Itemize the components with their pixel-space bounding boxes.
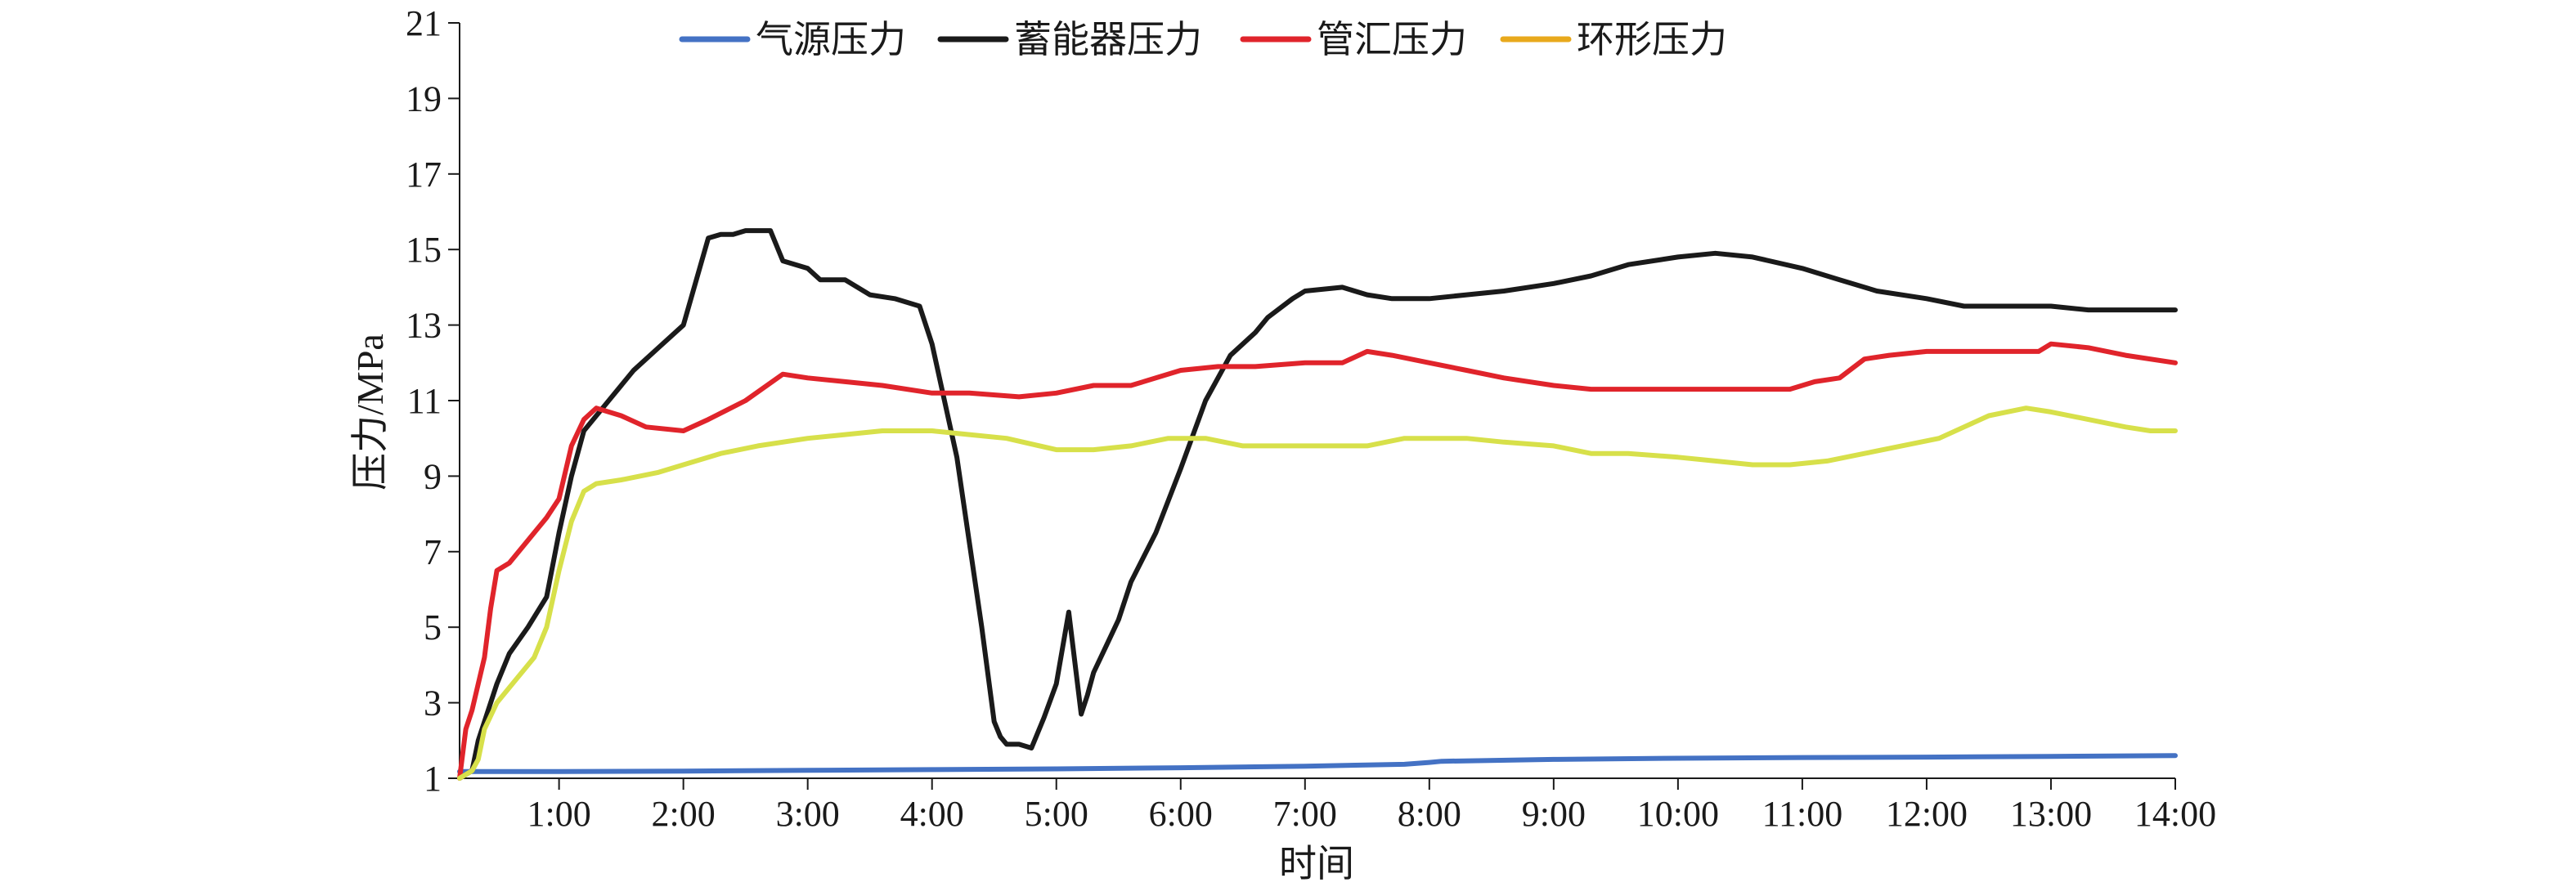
y-tick-label: 7 [424,532,442,572]
legend-label-3: 环形压力 [1577,17,1727,61]
x-axis-ticks: 1:00 2:00 3:00 4:00 5:00 6:00 7:00 8:00 9:00 10:0… [527,778,2216,834]
series-line-3 [457,405,2178,781]
x-tick-label: 3:00 [776,794,840,834]
y-tick-label: 17 [406,155,442,195]
series-line-1 [457,228,2178,781]
x-tick-label: 7:00 [1273,794,1337,834]
y-tick-label: 1 [424,759,442,799]
x-tick-label: 14:00 [2134,794,2216,834]
x-tick-label: 11:00 [1762,794,1843,834]
legend-label-2: 管汇压力 [1317,17,1467,61]
x-axis-title: 时间 [1279,843,1354,885]
x-tick-label: 9:00 [1522,794,1586,834]
y-tick-label: 9 [424,456,442,496]
x-tick-label: 5:00 [1025,794,1088,834]
series-lines [457,228,2178,781]
legend: 气源压力 蓄能器压力 管汇压力 环形压力 [679,17,1727,61]
x-tick-label: 4:00 [900,794,964,834]
axes [459,23,2175,779]
x-tick-label: 8:00 [1398,794,1461,834]
y-tick-label: 19 [406,78,442,119]
series-line-2 [457,341,2178,781]
y-axis-title: 压力/MPa [349,334,391,491]
legend-label-1: 蓄能器压力 [1014,17,1202,61]
y-tick-label: 5 [424,607,442,647]
x-tick-label: 6:00 [1149,794,1213,834]
x-tick-label: 1:00 [527,794,591,834]
y-tick-label: 15 [406,230,442,270]
y-tick-label: 21 [406,3,442,43]
series-line-0 [457,753,2178,774]
y-tick-label: 13 [406,306,442,346]
x-tick-label: 10:00 [1637,794,1719,834]
x-tick-label: 2:00 [652,794,716,834]
legend-label-0: 气源压力 [756,17,906,61]
y-tick-label: 11 [407,381,442,421]
x-tick-label: 13:00 [2010,794,2092,834]
y-tick-label: 3 [424,683,442,724]
x-tick-label: 12:00 [1886,794,1968,834]
